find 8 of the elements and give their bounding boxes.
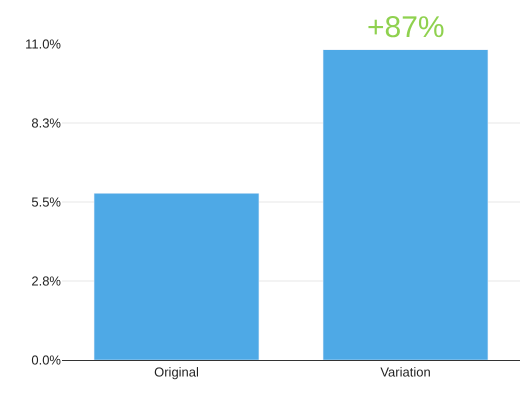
y-tick-label: 11.0% bbox=[25, 36, 62, 52]
x-tick-label: Variation bbox=[380, 364, 431, 380]
y-tick-label: 2.8% bbox=[31, 274, 62, 289]
x-tick-label: Original bbox=[154, 364, 200, 380]
annotation: +87% bbox=[367, 11, 445, 44]
y-tick-label: 0.0% bbox=[31, 352, 62, 368]
y-tick-label: 8.3% bbox=[31, 116, 62, 131]
y-tick-label: 5.5% bbox=[31, 194, 62, 210]
